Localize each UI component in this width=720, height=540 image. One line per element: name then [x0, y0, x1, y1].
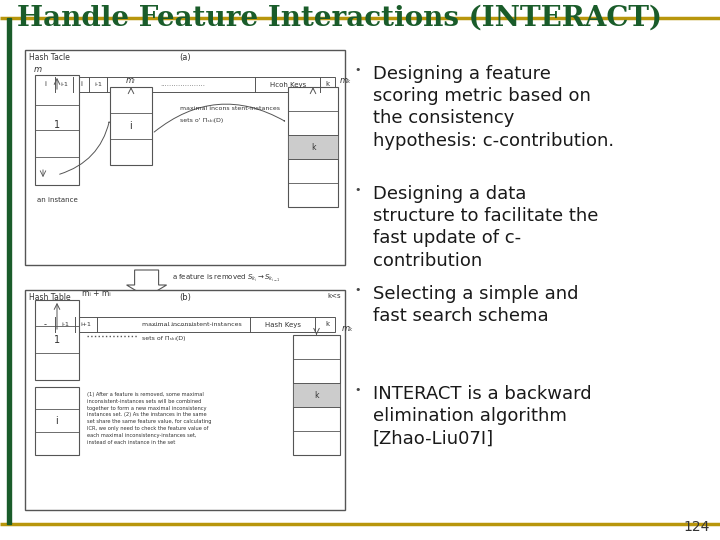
Text: Designing a data
structure to facilitate the
fast update of c-
contribution: Designing a data structure to facilitate… [373, 185, 598, 269]
Text: i: i [80, 82, 82, 87]
Text: i+1: i+1 [81, 322, 91, 327]
Bar [35, 317, 335, 332]
Bar [293, 335, 340, 455]
Text: k<s: k<s [328, 293, 341, 299]
FancyArrowPatch shape [60, 122, 109, 174]
Text: •: • [355, 385, 361, 395]
Text: sets o' Πₛₖᵢ(D): sets o' Πₛₖᵢ(D) [180, 118, 223, 123]
Text: Hash Table: Hash Table [29, 293, 71, 302]
Text: •: • [355, 65, 361, 75]
FancyArrowPatch shape [154, 104, 284, 132]
Text: sets of Πₛₖᵢ(D): sets of Πₛₖᵢ(D) [142, 336, 186, 341]
Bar [35, 387, 79, 455]
Text: Hash Tacle: Hash Tacle [29, 53, 70, 62]
Bar [288, 87, 338, 207]
Text: mᵢ: mᵢ [126, 76, 136, 85]
Text: i-1: i-1 [60, 82, 68, 87]
Text: a feature is removed $S_{k_i} \rightarrow S_{k_{i-1}}$: a feature is removed $S_{k_i} \rightarro… [171, 273, 281, 284]
Bar [110, 87, 152, 165]
Text: 1: 1 [54, 335, 60, 345]
Text: (1) After a feature is removed, some maximal
inconsistent-instances sets will be: (1) After a feature is removed, some max… [87, 392, 212, 444]
Bar [25, 50, 345, 265]
Text: k: k [325, 82, 329, 87]
Bar [7, 18, 11, 524]
Text: 1: 1 [54, 119, 60, 130]
Text: Hash Keys: Hash Keys [265, 321, 301, 327]
Text: Hcoh Keys: Hcoh Keys [270, 82, 306, 87]
Text: Handle Feature Interactions (INTERACT): Handle Feature Interactions (INTERACT) [17, 5, 662, 32]
Text: an instance: an instance [37, 197, 77, 203]
Polygon shape [127, 270, 166, 297]
Text: i: i [130, 121, 132, 131]
Text: Selecting a simple and
fast search schema: Selecting a simple and fast search schem… [373, 285, 578, 325]
Text: k: k [314, 390, 319, 400]
Text: (b): (b) [179, 293, 191, 302]
Text: mₖ: mₖ [340, 76, 352, 85]
Text: m: m [34, 65, 42, 74]
Text: (a): (a) [179, 53, 191, 62]
Text: -: - [43, 320, 47, 329]
Bar [293, 383, 340, 407]
Text: •: • [355, 185, 361, 195]
Bar [288, 135, 338, 159]
Text: mₖ: mₖ [342, 324, 354, 333]
Text: maximal incons stent-instances: maximal incons stent-instances [180, 106, 280, 111]
Text: Designing a feature
scoring metric based on
the consistency
hypothesis: c-contri: Designing a feature scoring metric based… [373, 65, 614, 150]
Bar [35, 77, 335, 92]
Bar [35, 75, 79, 185]
Text: mᵢ + mᵢ: mᵢ + mᵢ [82, 289, 111, 298]
Text: ....................: .................... [161, 82, 205, 87]
Text: i: i [44, 82, 46, 87]
Text: i-1: i-1 [61, 322, 69, 327]
Text: k: k [325, 321, 329, 327]
Text: maximal inconsistent-instances: maximal inconsistent-instances [142, 322, 242, 327]
Text: i: i [55, 416, 58, 426]
Bar [25, 290, 345, 510]
Text: 124: 124 [683, 520, 710, 534]
Text: INTERACT is a backward
elimination algorithm
[Zhao-Liu07I]: INTERACT is a backward elimination algor… [373, 385, 592, 448]
Text: •: • [355, 285, 361, 295]
Text: ....................: .................... [150, 321, 196, 327]
Text: i-1: i-1 [94, 82, 102, 87]
Text: k: k [311, 143, 315, 152]
Bar [35, 300, 79, 380]
